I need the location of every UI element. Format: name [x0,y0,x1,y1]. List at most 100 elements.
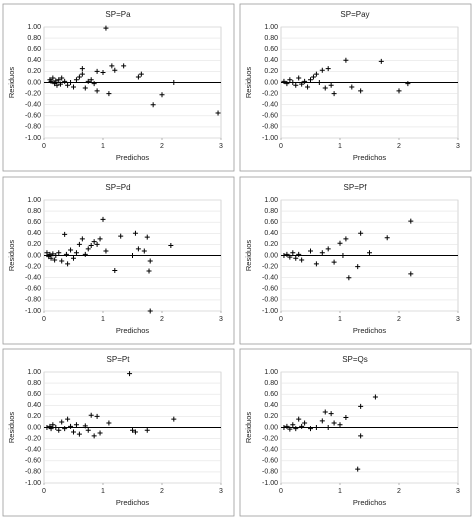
point [328,411,334,417]
point [68,423,74,429]
point [53,425,59,430]
y-tick-label: -1.00 [262,135,278,142]
point [94,241,100,247]
point [76,74,82,80]
point [358,403,364,409]
y-tick-label: 0.60 [27,46,41,53]
point [127,371,133,377]
point [62,231,68,237]
point [349,84,355,90]
point [150,102,156,108]
y-tick-label: 0.20 [27,413,41,420]
point [54,82,60,88]
point [358,433,364,439]
point [337,422,343,428]
point [76,431,82,437]
y-tick-label: -0.60 [262,113,278,120]
point [305,84,311,90]
chart-panel: SP=Pf 1.00 0.80 0.60 0.40 0.20 0.00 -0.20 -0.40 -… [239,176,472,345]
point [325,425,331,430]
point [88,77,94,83]
point [325,66,331,72]
point [171,416,177,422]
y-tick-label: 0.60 [264,46,278,53]
chart-panel: SP=Pa 1.00 0.80 0.60 0.40 0.20 0.00 -0.20 -0.40 -… [2,3,235,172]
y-tick-label: -0.80 [262,124,278,131]
point [287,254,293,260]
point [331,420,337,426]
x-tick-label: 0 [279,143,283,150]
y-tick-label: -0.80 [25,469,41,476]
y-tick-label: 1.00 [264,369,278,376]
point [106,420,112,426]
x-axis-label: Predichos [116,153,150,162]
point [322,409,328,415]
point [171,80,177,85]
point [372,394,378,400]
y-tick-label: -0.60 [25,113,41,120]
point [313,71,319,77]
point [302,78,308,84]
x-tick-label: 0 [279,316,283,323]
x-tick-label: 3 [219,488,223,495]
y-tick-label: -0.20 [25,263,41,270]
point [144,234,150,240]
y-axis-label: Residuos [244,67,253,99]
x-tick-label: 3 [219,316,223,323]
x-tick-label: 3 [456,316,460,323]
x-tick-label: 1 [338,143,342,150]
y-tick-label: -0.40 [262,447,278,454]
x-tick-label: 2 [397,488,401,495]
y-tick-label: 0.00 [264,252,278,259]
point [132,230,138,236]
point [82,423,88,429]
point [355,466,361,472]
point [94,413,100,419]
x-tick-label: 1 [338,488,342,495]
point [316,80,322,85]
point [63,251,69,257]
y-tick-label: 0.00 [27,79,41,86]
x-tick-label: 1 [101,488,105,495]
chart-title: SP=Pf [344,183,368,192]
y-tick-label: 0.80 [264,208,278,215]
y-tick-label: 0.40 [264,57,278,64]
point [44,425,50,430]
x-tick-label: 1 [101,316,105,323]
point [299,423,305,429]
point [322,85,328,91]
y-tick-label: 0.20 [27,68,41,75]
x-axis-label: Predichos [116,498,150,507]
y-tick-label: -0.60 [262,286,278,293]
point [53,78,59,84]
y-tick-label: -0.60 [262,458,278,465]
point [281,425,287,430]
point [91,239,97,245]
point [82,85,88,91]
point [396,88,402,94]
x-tick-label: 0 [42,488,46,495]
point [331,259,337,265]
point [59,258,65,264]
point [281,78,287,84]
point [367,250,372,256]
y-tick-label: 0.00 [264,424,278,431]
point [135,74,141,80]
point [293,255,299,261]
point [313,425,319,430]
point [290,250,296,256]
y-tick-label: 1.00 [264,24,278,31]
y-tick-label: 0.40 [27,230,41,237]
y-tick-label: 0.00 [264,79,278,86]
point [130,253,135,258]
point [71,255,76,261]
y-tick-label: 0.20 [264,68,278,75]
point [384,235,390,241]
x-tick-label: 2 [397,316,401,323]
y-tick-label: 0.40 [27,57,41,64]
y-tick-label: 0.20 [27,241,41,248]
x-tick-label: 1 [338,316,342,323]
point [73,422,79,428]
point [325,246,331,252]
